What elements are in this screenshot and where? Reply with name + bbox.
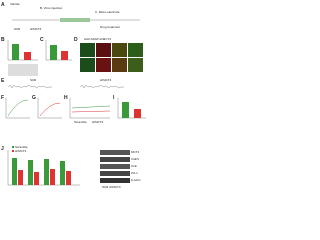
figure: A Vehicle B. Virus injection C. Micro-el… (1, 2, 146, 189)
bar (61, 51, 68, 60)
curve (7, 99, 29, 117)
panel-label: E (1, 78, 5, 84)
line (71, 110, 111, 113)
panel-label: F (1, 95, 4, 101)
bars (12, 158, 71, 185)
bar (50, 45, 57, 60)
curve (39, 102, 61, 117)
panel-label: I (113, 95, 115, 101)
text: Vehicle (10, 2, 20, 6)
panel-label: B (1, 37, 5, 43)
text: B. Virus injection (40, 6, 63, 10)
trace (7, 84, 52, 89)
panel-label: A (1, 2, 5, 8)
axis (5, 98, 30, 119)
text: C. Micro-electrode (95, 10, 120, 14)
blot-label: Cldn5 (131, 157, 139, 161)
text: shMCT4 (100, 78, 112, 82)
micrographs (80, 43, 143, 72)
legend-swatch (12, 146, 14, 148)
axis (69, 98, 110, 119)
blot-label: ZO-1 (131, 171, 138, 175)
bar (24, 52, 31, 60)
blot-label: Ocln (131, 164, 138, 168)
panel-label: H (64, 95, 68, 101)
trace (79, 84, 124, 89)
blot (8, 64, 38, 76)
text: SCR (14, 27, 21, 31)
lane-labels: SCR shMCT4 (102, 185, 121, 189)
legend-entry: Scramble (15, 145, 28, 149)
western-blot (100, 150, 130, 183)
axis (7, 150, 80, 186)
panel-label: G (32, 95, 36, 101)
text: Drug treatment (100, 25, 120, 29)
legend-entry: shMCT4 (92, 120, 104, 124)
panel-label: D (74, 37, 78, 43)
bar (122, 102, 129, 118)
axis (37, 98, 62, 119)
line (71, 105, 111, 109)
bar (12, 44, 19, 60)
legend-entry: shMCT4 (15, 149, 27, 153)
blot-label: MCT4 (131, 150, 139, 154)
blot-label: β-Actin (131, 178, 141, 182)
page: A Vehicle B. Virus injection C. Micro-el… (0, 0, 150, 203)
panel-label: C (40, 37, 44, 43)
legend-entry: Scramble (74, 120, 87, 124)
text: SCR (30, 78, 37, 82)
legend-swatch (12, 150, 14, 152)
bar (134, 109, 141, 118)
panel-label: J (1, 146, 4, 152)
text: AAV-GFAP-shMCT4 (84, 37, 111, 41)
axis (45, 40, 72, 61)
text: shMCT4 (30, 27, 42, 31)
timeline-segment (60, 18, 90, 22)
